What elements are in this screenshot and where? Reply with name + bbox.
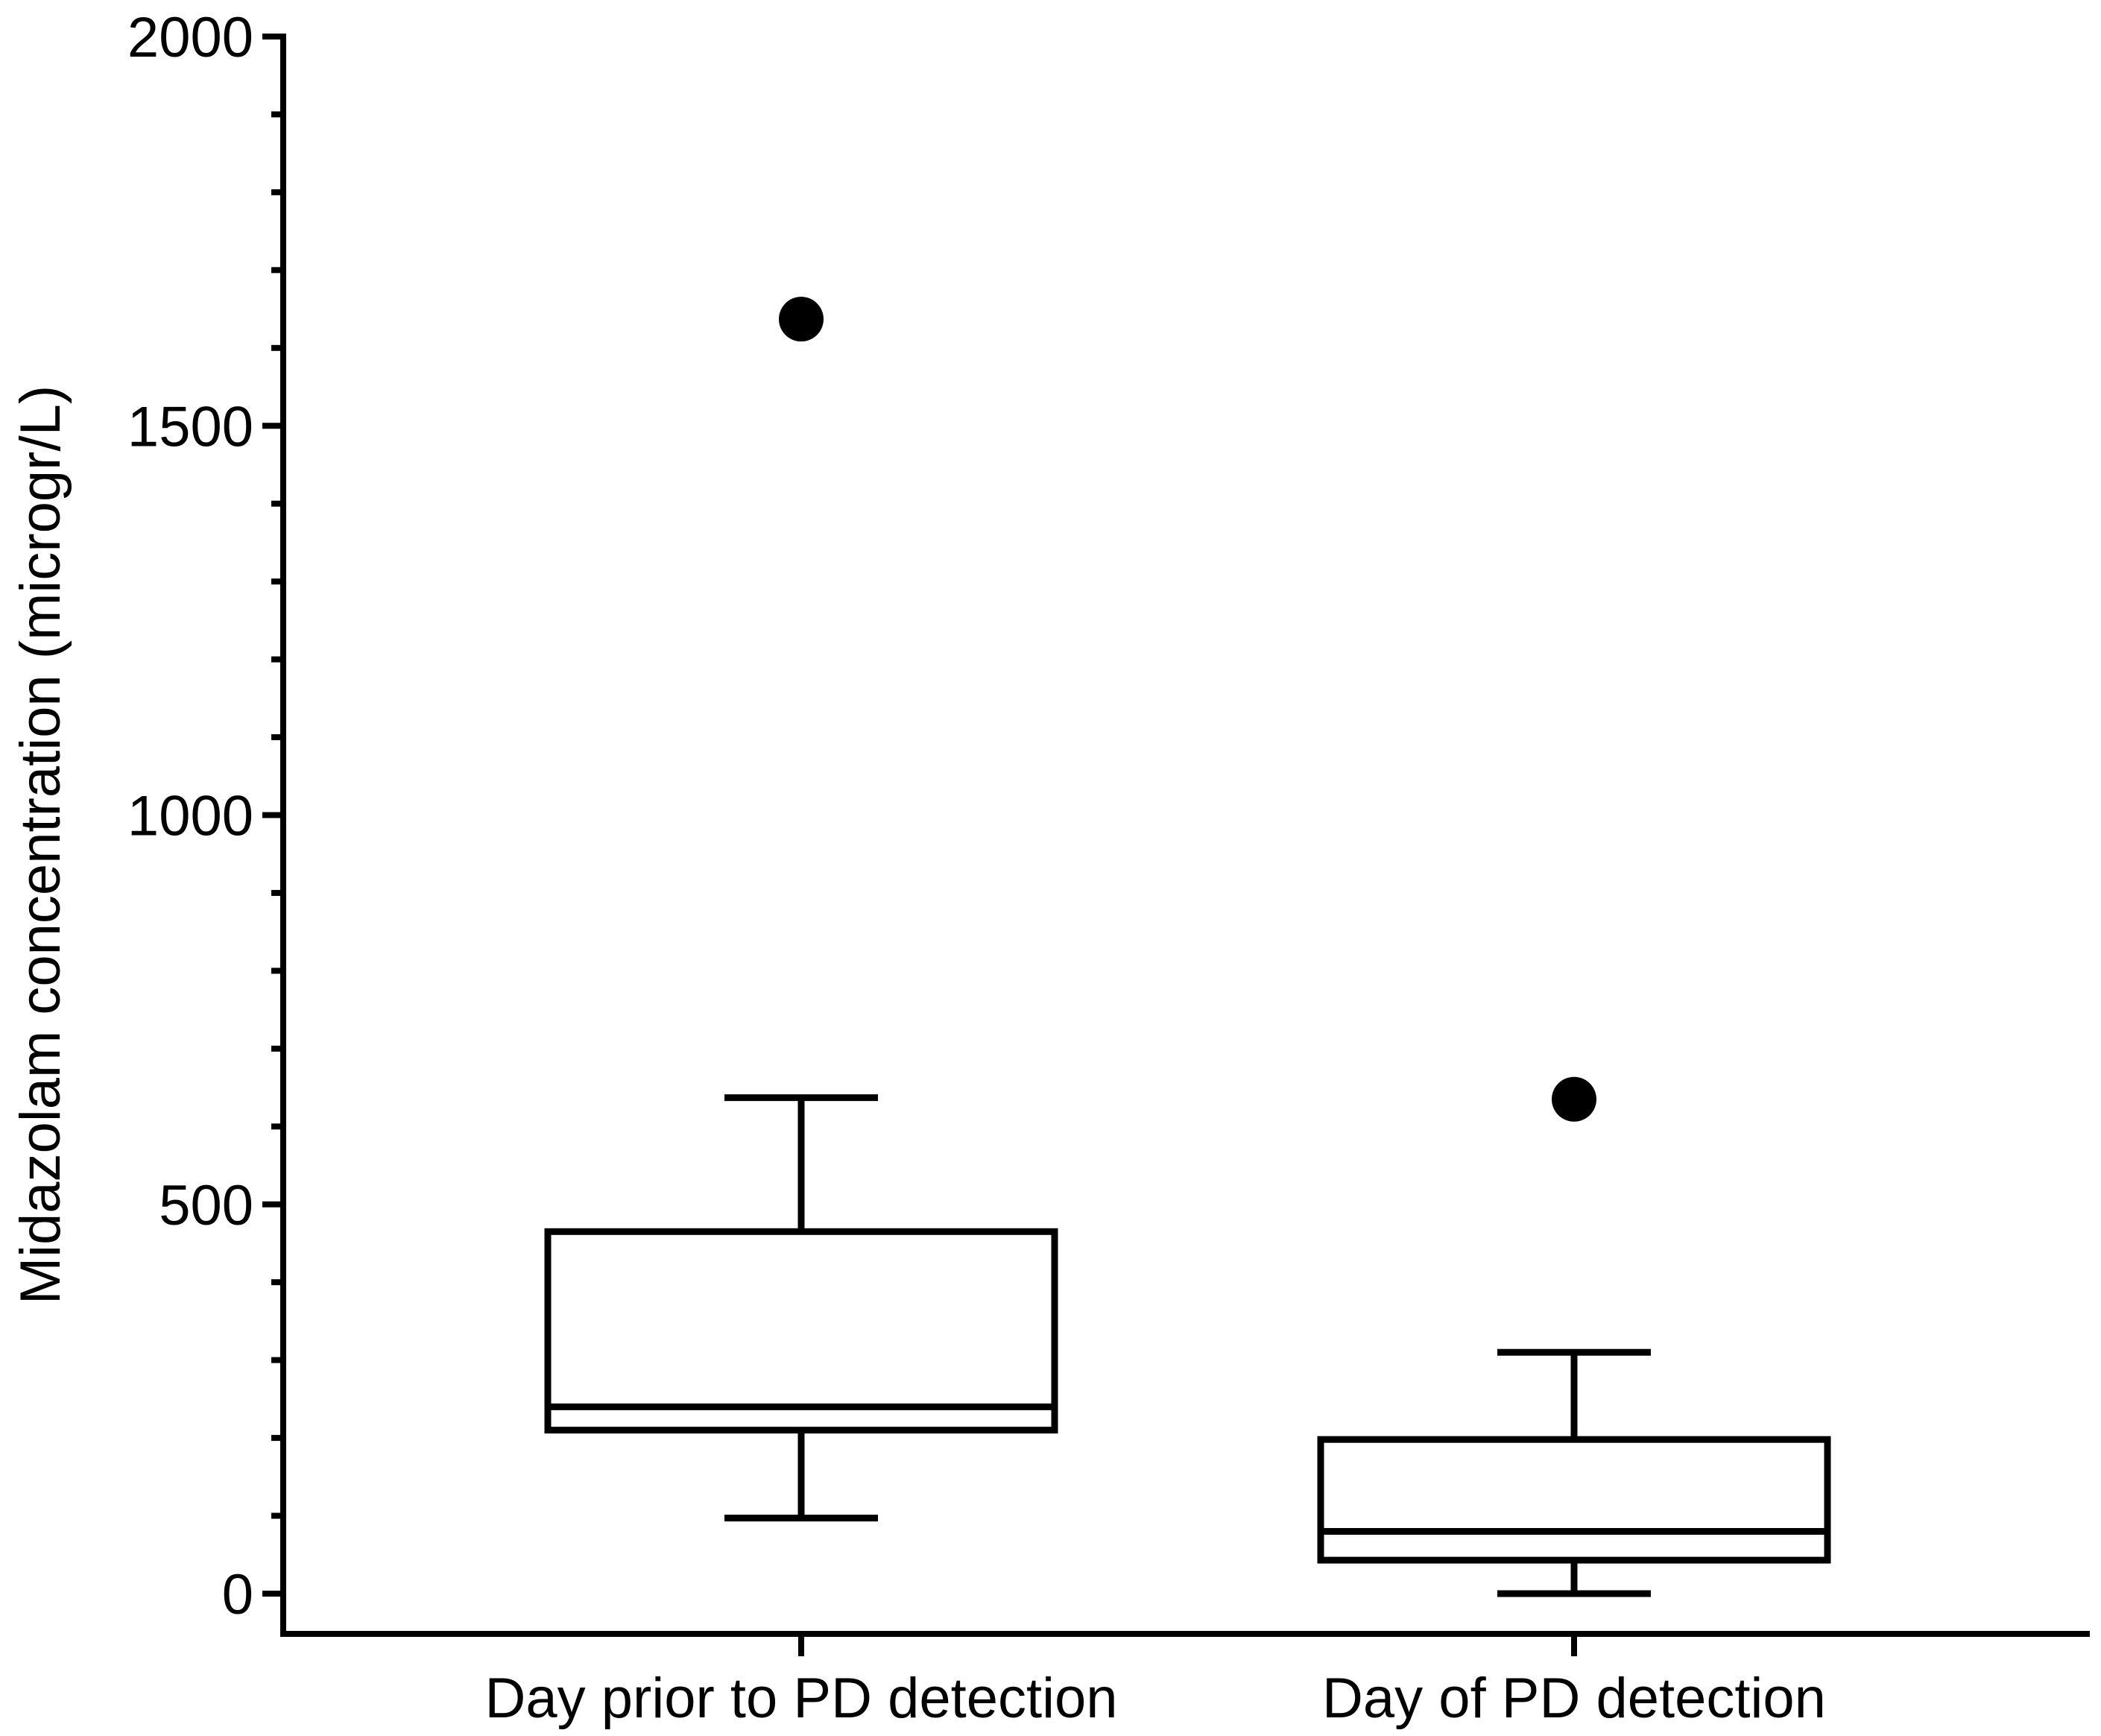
- x-category-label: Day prior to PD detection: [484, 1667, 1117, 1730]
- outlier-point: [1552, 1076, 1596, 1122]
- box-group: [544, 297, 1058, 1522]
- box-group: [1317, 1076, 1831, 1597]
- y-tick-label: 1000: [127, 785, 253, 848]
- interquartile-box: [1317, 1436, 1831, 1564]
- y-tick-label: 1500: [127, 395, 253, 458]
- x-axis-ticks: [798, 1634, 1577, 1656]
- y-axis-title: Midazolam concentration (microgr/L): [9, 385, 72, 1304]
- box-series: [544, 297, 1831, 1597]
- y-axis-ticks: [262, 34, 283, 1597]
- y-tick-label: 0: [222, 1563, 253, 1626]
- y-tick-label: 500: [159, 1174, 253, 1237]
- outlier-point: [779, 297, 824, 342]
- x-category-label: Day of PD detection: [1322, 1667, 1826, 1730]
- y-axis-tick-labels: 0 500 1000 1500 2000: [127, 6, 253, 1626]
- interquartile-box: [544, 1228, 1058, 1434]
- x-axis-tick-labels: Day prior to PD detection Day of PD detec…: [484, 1667, 1825, 1730]
- y-tick-label: 2000: [127, 6, 253, 69]
